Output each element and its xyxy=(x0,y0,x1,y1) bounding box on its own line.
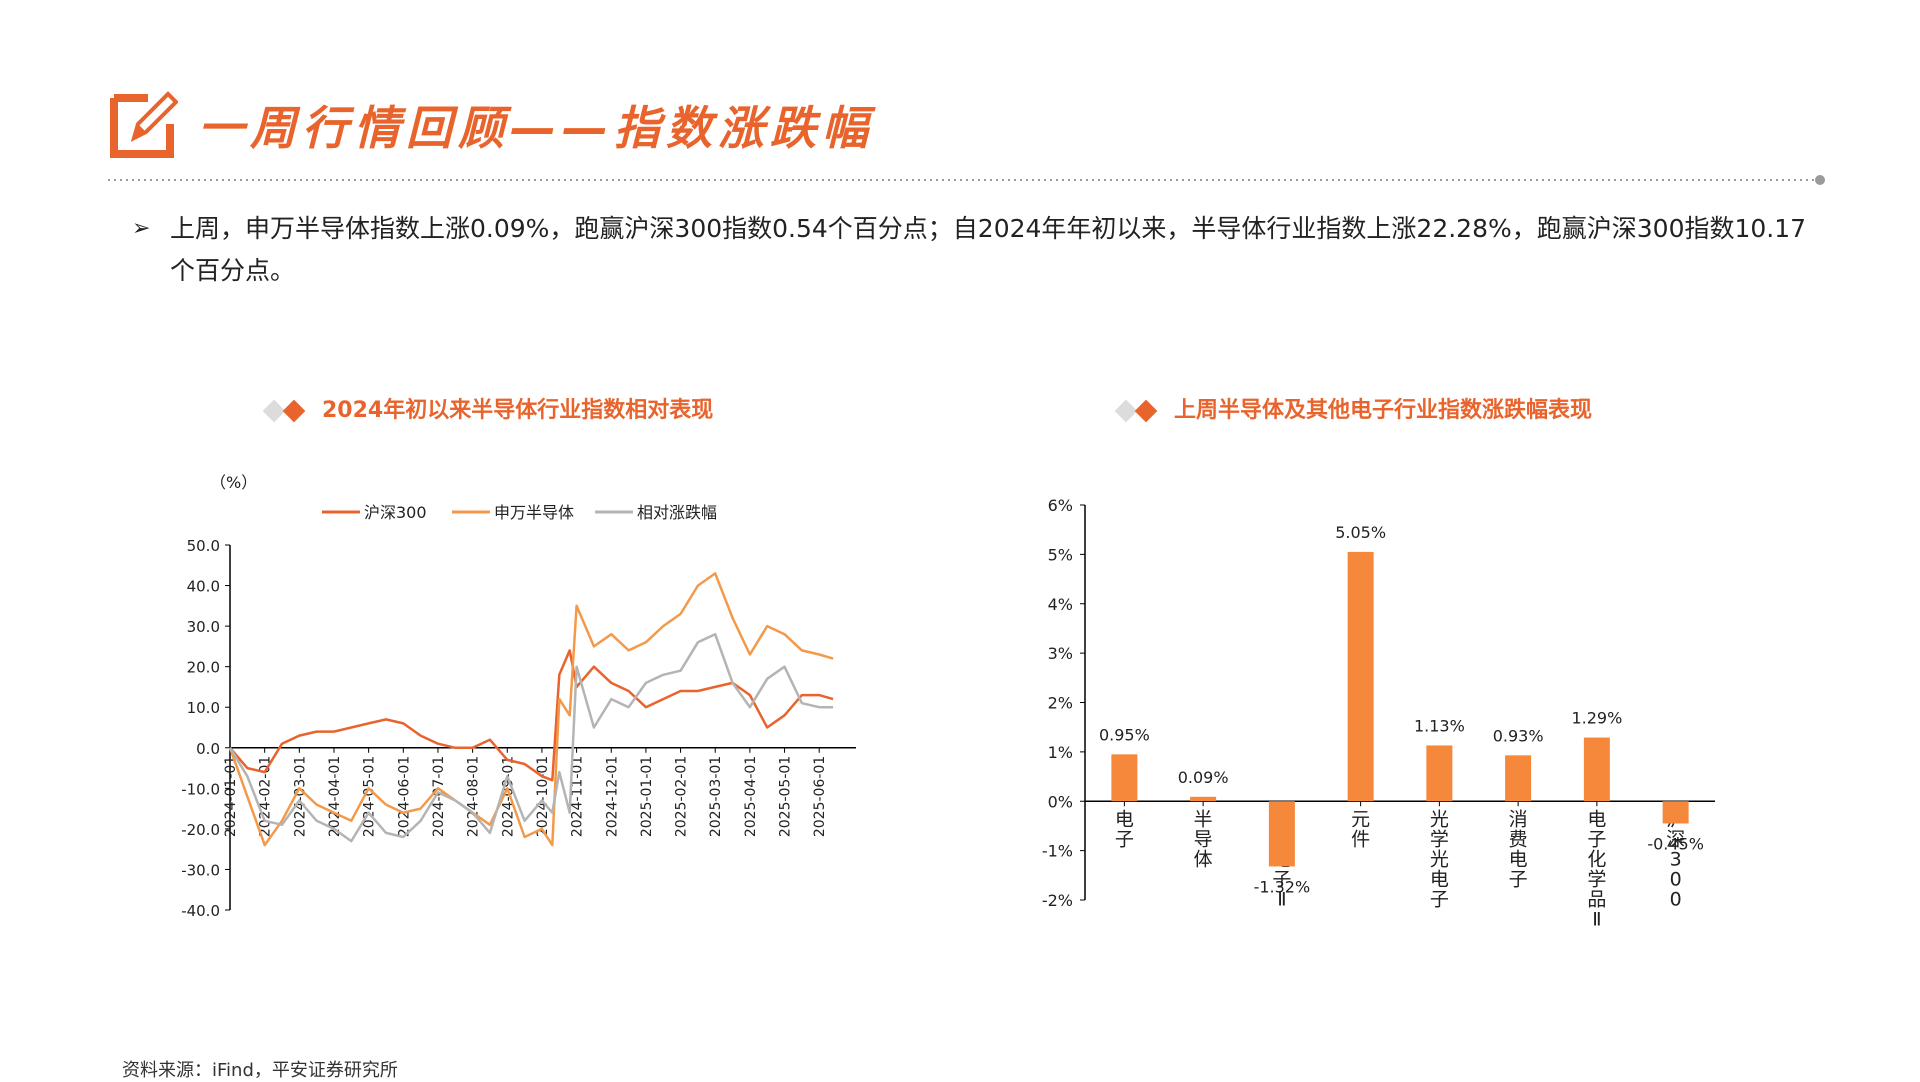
y-tick-label: 2% xyxy=(1048,694,1073,713)
y-tick-label: 1% xyxy=(1048,743,1073,762)
chart1-title: 2024年初以来半导体行业指数相对表现 xyxy=(258,392,713,425)
x-tick-label: 2024-04-01 xyxy=(327,756,343,837)
legend-label: 相对涨跌幅 xyxy=(637,503,717,522)
x-tick-label: 2025-04-01 xyxy=(743,756,759,837)
y-tick-label: 4% xyxy=(1048,595,1073,614)
bar xyxy=(1268,801,1295,867)
x-tick-label: 2024-12-01 xyxy=(604,756,620,837)
chart-axes: 50.0 40.0 30.0 20.0 10.0 0.0 -10.0 -20.0 -30.0 -4… xyxy=(181,537,856,920)
category-label: 电子 xyxy=(1115,808,1134,850)
series-line xyxy=(228,572,834,847)
category-label: 消费电子 xyxy=(1509,808,1528,890)
y-tick-label: 30.0 xyxy=(187,618,220,636)
bar xyxy=(1583,737,1610,802)
x-tick-label: 2024-01-01 xyxy=(223,756,239,837)
header-divider xyxy=(108,175,1825,185)
data-label: -0.45% xyxy=(1647,834,1704,853)
y-tick-label: -10.0 xyxy=(181,780,220,798)
source-note: 资料来源：iFind，平安证券研究所 xyxy=(122,1060,398,1081)
series-line xyxy=(229,649,834,782)
pencil-edit-icon xyxy=(110,91,178,158)
data-label: -1.32% xyxy=(1254,877,1311,896)
x-tick-label: 2024-09-01 xyxy=(500,756,516,837)
data-label: 5.05% xyxy=(1335,523,1386,542)
line-chart: （%） 沪深300 申万半导体 相对涨跌幅 50.0 40.0 30.0 20.0 10.0… xyxy=(181,473,856,920)
y-tick-label: 3% xyxy=(1048,644,1073,663)
y-tick-label: -20.0 xyxy=(181,821,220,839)
summary-paragraph: ➢ 上周，申万半导体指数上涨0.09%，跑赢沪深300指数0.54个百分点；自2… xyxy=(132,208,1812,292)
bar xyxy=(1347,551,1374,802)
y-tick-label: 40.0 xyxy=(187,578,220,596)
y-tick-label: -1% xyxy=(1042,842,1073,861)
y-tick-label: 20.0 xyxy=(187,659,220,677)
legend-label: 申万半导体 xyxy=(494,503,574,522)
chart2-title-text: 上周半导体及其他电子行业指数涨跌幅表现 xyxy=(1174,398,1593,423)
x-tick-label: 2024-06-01 xyxy=(396,756,412,837)
data-label: 1.13% xyxy=(1414,716,1465,735)
category-label: 半导体 xyxy=(1194,808,1213,870)
x-tick-label: 2025-03-01 xyxy=(708,756,724,837)
bar-chart: 6%5%4%3%2%1%0%-1%-2%电子半导体其他电子Ⅱ元件光学光电子消费电… xyxy=(1042,496,1715,930)
bar xyxy=(1190,796,1217,802)
x-tick-label: 2024-11-01 xyxy=(570,756,586,837)
x-tick-label: 2025-05-01 xyxy=(778,756,794,837)
category-label: 光学光电子 xyxy=(1430,808,1449,910)
bar xyxy=(1111,754,1138,802)
data-label: 0.95% xyxy=(1099,725,1150,744)
page-title: 一周行情回顾——指数涨跌幅 xyxy=(198,101,874,155)
series-line xyxy=(228,632,834,843)
bar xyxy=(1662,801,1689,824)
category-label: 电子化学品 Ⅱ xyxy=(1587,808,1606,930)
y-tick-label: 5% xyxy=(1048,545,1073,564)
chart-legend: 沪深300 申万半导体 相对涨跌幅 xyxy=(322,503,717,522)
diamond-bullet-icon xyxy=(262,399,306,423)
x-tick-label: 2024-10-01 xyxy=(535,756,551,837)
summary-text: 上周，申万半导体指数上涨0.09%，跑赢沪深300指数0.54个百分点；自202… xyxy=(170,214,1807,285)
chart1-title-text: 2024年初以来半导体行业指数相对表现 xyxy=(322,398,714,423)
x-tick-label: 2024-02-01 xyxy=(258,756,274,837)
chart2-title: 上周半导体及其他电子行业指数涨跌幅表现 xyxy=(1110,392,1592,425)
x-tick-label: 2024-08-01 xyxy=(466,756,482,837)
y-tick-label: 0% xyxy=(1048,792,1073,811)
category-label: 沪深300 xyxy=(1666,808,1685,910)
category-label: 元件 xyxy=(1351,808,1370,850)
legend-label: 沪深300 xyxy=(364,503,427,522)
y-tick-label: -30.0 xyxy=(181,861,220,879)
chart-bars: 0.95% 0.09% -1.32% 5.05% 1.13% 0.93% 1.29% -0.4… xyxy=(1099,523,1704,897)
y-tick-label: 0.0 xyxy=(196,740,220,758)
diamond-bullet-icon xyxy=(1114,399,1158,423)
y-tick-label: 50.0 xyxy=(187,537,220,555)
bar xyxy=(1505,755,1532,802)
y-tick-label: -2% xyxy=(1042,891,1073,910)
data-label: 0.93% xyxy=(1493,726,1544,745)
bullet-arrow-icon: ➢ xyxy=(132,216,151,241)
data-label: 0.09% xyxy=(1178,768,1229,787)
chart-lines xyxy=(228,572,834,847)
y-tick-label: -40.0 xyxy=(181,902,220,920)
x-tick-label: 2024-03-01 xyxy=(292,756,308,837)
y-tick-label: 6% xyxy=(1048,496,1073,515)
x-tick-label: 2025-01-01 xyxy=(639,756,655,837)
x-tick-label: 2025-06-01 xyxy=(812,756,828,837)
y-tick-label: 10.0 xyxy=(187,699,220,717)
bar xyxy=(1426,745,1453,802)
x-tick-label: 2025-02-01 xyxy=(674,756,690,837)
x-tick-label: 2024-07-01 xyxy=(431,756,447,837)
data-label: 1.29% xyxy=(1571,709,1622,728)
y-axis-unit-label: （%） xyxy=(210,473,257,492)
